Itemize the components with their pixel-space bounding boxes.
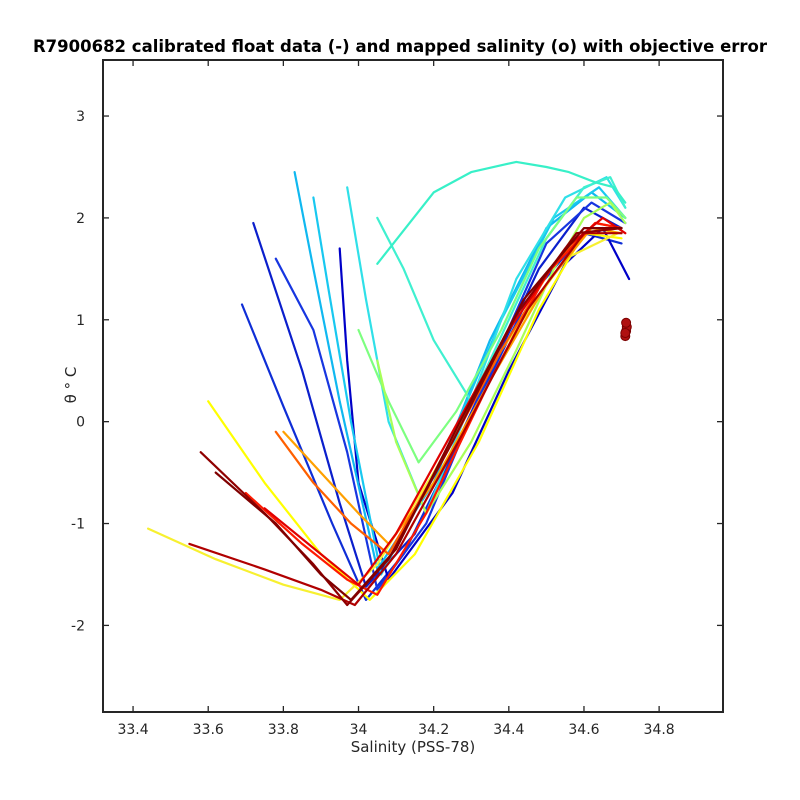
x-tick-label: 34.6 <box>568 722 599 738</box>
chart-title: R7900682 calibrated float data (-) and m… <box>33 37 768 56</box>
x-tick-label: 33.4 <box>117 722 148 738</box>
x-tick-label: 33.8 <box>268 722 299 738</box>
x-tick-label: 34.8 <box>644 722 675 738</box>
mapped-salinity-point <box>620 328 631 338</box>
mapped-salinity-point <box>621 317 632 328</box>
profile-line-2 <box>240 232 623 601</box>
x-tick-label: 33.6 <box>193 722 224 738</box>
x-tick-label: 34.2 <box>418 722 449 738</box>
y-tick-label: -2 <box>71 618 85 634</box>
profile-line-18 <box>188 232 623 607</box>
profile-line-8 <box>376 176 627 403</box>
y-tick-label: -1 <box>71 517 85 533</box>
profile-line-12 <box>207 232 623 601</box>
plot-area <box>102 59 724 713</box>
y-tick-label: 1 <box>76 313 85 329</box>
y-tick-label: 2 <box>76 211 85 227</box>
x-tick-label: 34 <box>350 722 368 738</box>
profile-line-10 <box>357 196 627 464</box>
y-tick-label: 0 <box>76 415 85 431</box>
profile-line-11 <box>376 201 627 515</box>
profile-line-4 <box>338 227 631 581</box>
profile-line-3 <box>274 201 627 591</box>
x-tick-label: 34.4 <box>493 722 524 738</box>
profile-line-15 <box>274 221 623 556</box>
profile-line-20 <box>214 227 623 601</box>
axes-frame <box>102 59 724 713</box>
x-axis-label: Salinity (PSS-78) <box>351 738 476 756</box>
y-tick-label: 3 <box>76 109 85 125</box>
series-group <box>147 160 632 607</box>
profile-line-17 <box>263 216 627 586</box>
y-axis-label: θ ° C <box>62 367 80 404</box>
axis-ticks: 33.4 33.6 33.8 34 34.2 34.4 34.6 34.8 -2 -1 0 1 2 3 <box>71 60 723 738</box>
profile-line-9 <box>376 160 627 265</box>
profile-line-14 <box>282 227 623 545</box>
